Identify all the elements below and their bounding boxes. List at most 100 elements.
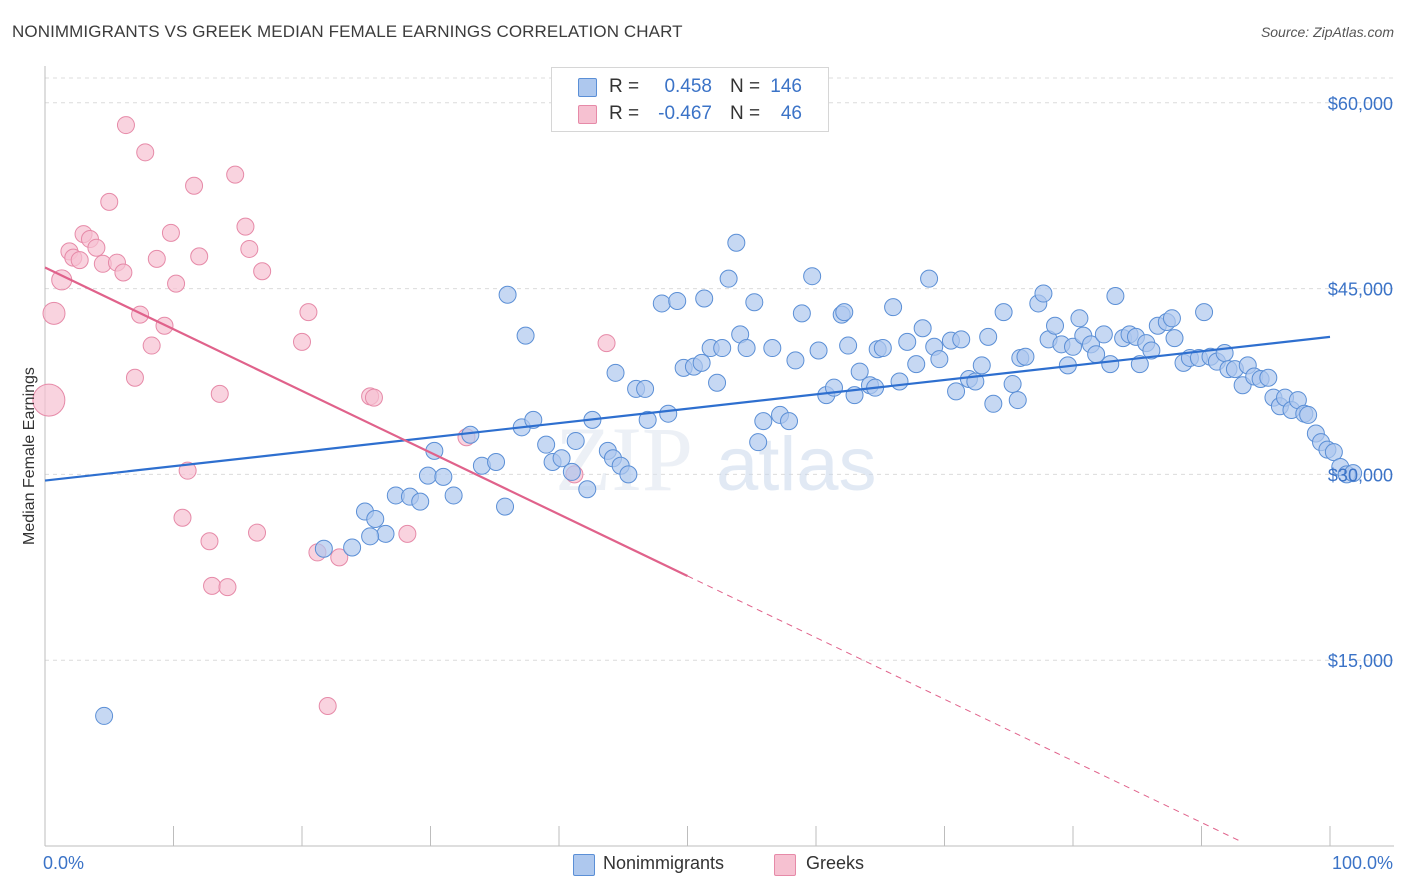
legend-n-label: N = bbox=[730, 103, 761, 124]
nonimmigrants-point bbox=[692, 353, 711, 372]
greeks-trend-extension bbox=[687, 575, 1241, 842]
tick-labels: $15,000 $30,000 $45,000 $60,000 0.0% 100.0% bbox=[43, 94, 1393, 873]
legend-swatch-pink bbox=[578, 105, 597, 124]
greeks-point bbox=[210, 384, 229, 403]
greeks-points bbox=[32, 116, 616, 716]
nonimmigrants-point bbox=[803, 267, 822, 286]
chart-title: NONIMMIGRANTS VS GREEK MEDIAN FEMALE EAR… bbox=[12, 22, 683, 41]
greeks-point bbox=[116, 116, 135, 135]
nonimmigrants-point bbox=[606, 363, 625, 382]
nonimmigrants-point bbox=[668, 291, 687, 310]
legend-r-value: -0.467 bbox=[658, 103, 712, 124]
nonimmigrants-point bbox=[737, 339, 756, 358]
greeks-point bbox=[240, 239, 259, 258]
nonimmigrants-point bbox=[1101, 355, 1120, 374]
greeks-point bbox=[318, 697, 337, 716]
greeks-point bbox=[131, 305, 150, 324]
nonimmigrants-point bbox=[411, 492, 430, 511]
greeks-point bbox=[136, 143, 155, 162]
stats-legend: R = 0.458 N = 146 R = -0.467 N = 46 bbox=[551, 67, 829, 132]
nonimmigrants-point bbox=[839, 336, 858, 355]
nonimmigrants-point bbox=[1034, 284, 1053, 303]
nonimmigrants-point bbox=[444, 486, 463, 505]
greeks-point bbox=[248, 523, 267, 542]
nonimmigrants-point bbox=[636, 379, 655, 398]
legend-swatch-blue bbox=[578, 78, 597, 97]
nonimmigrants-point bbox=[1106, 287, 1125, 306]
greeks-point bbox=[398, 524, 417, 543]
legend-label: Nonimmigrants bbox=[603, 853, 725, 873]
nonimmigrants-point bbox=[763, 339, 782, 358]
nonimmigrants-point bbox=[562, 462, 581, 481]
x-tick-label: 0.0% bbox=[43, 853, 84, 873]
legend-row-greeks: R = -0.467 N = 46 bbox=[552, 101, 828, 127]
legend-swatch-blue bbox=[573, 854, 595, 876]
nonimmigrants-point bbox=[947, 382, 966, 401]
trend-lines bbox=[44, 266, 1331, 842]
greeks-point bbox=[597, 334, 616, 353]
source-credit: Source: ZipAtlas.com bbox=[1260, 24, 1394, 40]
nonimmigrants-point bbox=[850, 362, 869, 381]
nonimmigrants-point bbox=[972, 356, 991, 375]
nonimmigrants-point bbox=[1142, 341, 1161, 360]
nonimmigrants-point bbox=[884, 298, 903, 317]
nonimmigrants-point bbox=[516, 326, 535, 345]
nonimmigrants-point bbox=[754, 412, 773, 431]
greeks-point bbox=[236, 217, 255, 236]
nonimmigrants-point bbox=[95, 706, 114, 725]
greeks-point bbox=[185, 176, 204, 195]
nonimmigrants-point bbox=[913, 319, 932, 338]
nonimmigrants-point bbox=[537, 435, 556, 454]
nonimmigrants-points bbox=[95, 233, 1363, 725]
greeks-trend-line bbox=[44, 266, 688, 577]
nonimmigrants-point bbox=[1064, 337, 1082, 356]
greeks-point bbox=[218, 578, 237, 597]
nonimmigrants-point bbox=[873, 339, 892, 358]
greeks-point bbox=[87, 238, 106, 257]
y-axis-label: Median Female Earnings bbox=[21, 367, 38, 545]
nonimmigrants-point bbox=[619, 465, 638, 484]
greeks-point bbox=[293, 332, 311, 351]
greeks-point bbox=[190, 247, 209, 266]
nonimmigrants-point bbox=[708, 373, 727, 392]
nonimmigrants-point bbox=[1070, 309, 1089, 328]
nonimmigrants-point bbox=[1162, 309, 1181, 328]
greeks-point bbox=[70, 251, 89, 270]
legend-label: Greeks bbox=[806, 853, 865, 873]
nonimmigrants-point bbox=[652, 294, 671, 313]
greeks-point bbox=[364, 388, 383, 407]
nonimmigrants-point bbox=[376, 524, 395, 543]
nonimmigrants-point bbox=[786, 351, 805, 370]
nonimmigrants-point bbox=[1259, 368, 1278, 387]
greeks-point bbox=[161, 223, 180, 242]
greeks-point bbox=[167, 274, 186, 293]
nonimmigrants-point bbox=[749, 433, 768, 452]
nonimmigrants-point bbox=[1003, 374, 1022, 393]
nonimmigrants-point bbox=[1165, 329, 1184, 348]
nonimmigrants-point bbox=[745, 293, 764, 312]
nonimmigrants-point bbox=[792, 304, 811, 323]
nonimmigrants-point bbox=[498, 285, 517, 304]
nonimmigrants-point bbox=[713, 339, 732, 358]
watermark-atlas: atlas bbox=[716, 422, 877, 507]
nonimmigrants-point bbox=[487, 453, 506, 471]
nonimmigrants-point bbox=[366, 509, 385, 528]
nonimmigrants-point bbox=[719, 269, 738, 288]
y-tick-label: $45,000 bbox=[1328, 280, 1393, 300]
greeks-point bbox=[114, 263, 133, 282]
legend-n-value: 46 bbox=[780, 103, 802, 124]
greeks-point bbox=[42, 301, 66, 325]
nonimmigrants-point bbox=[1046, 316, 1065, 335]
nonimmigrants-point bbox=[898, 332, 917, 351]
nonimmigrants-point bbox=[695, 289, 714, 308]
nonimmigrants-point bbox=[1299, 405, 1318, 424]
nonimmigrants-point bbox=[434, 467, 453, 486]
nonimmigrants-point bbox=[727, 233, 746, 252]
nonimmigrants-point bbox=[1008, 391, 1027, 410]
nonimmigrants-point bbox=[1195, 303, 1214, 322]
nonimmigrants-point bbox=[638, 410, 657, 429]
nonimmigrants-point bbox=[1087, 345, 1106, 364]
greeks-point bbox=[226, 165, 245, 184]
nonimmigrants-point bbox=[578, 480, 597, 499]
